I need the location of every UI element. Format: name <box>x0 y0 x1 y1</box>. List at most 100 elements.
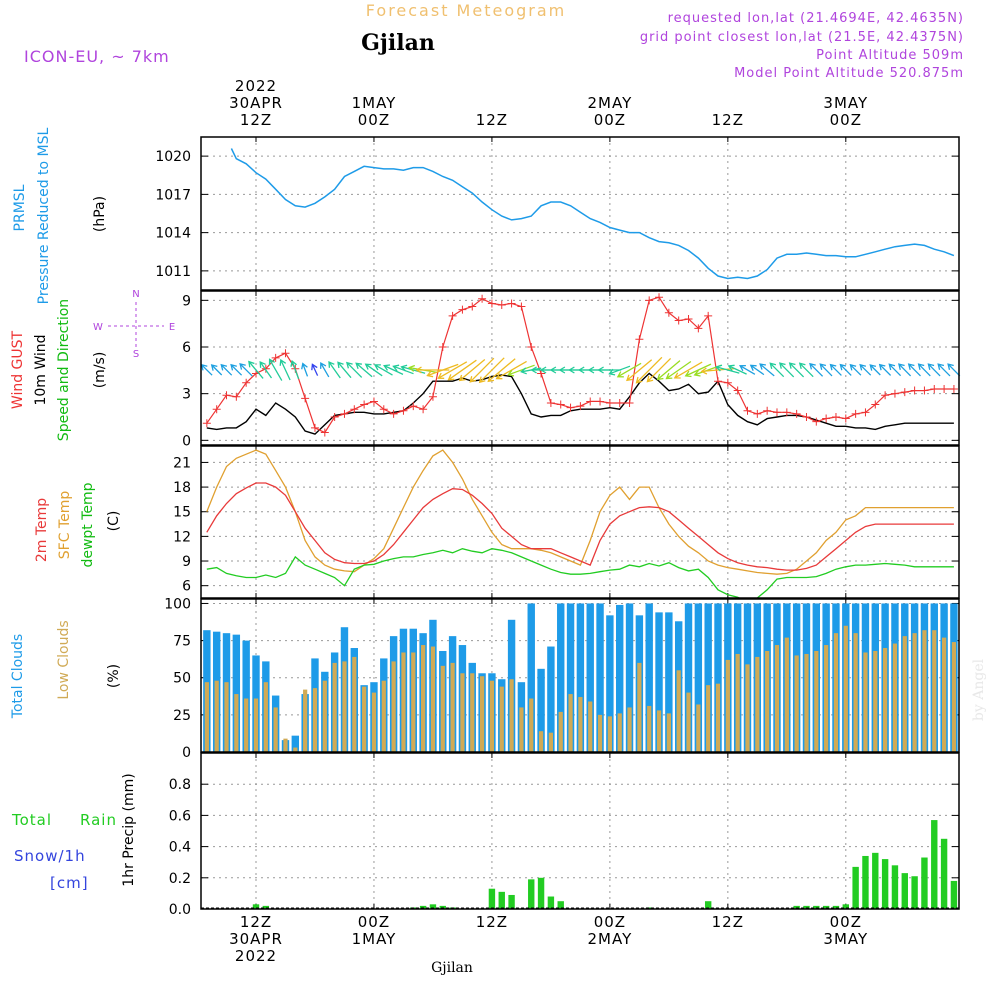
temperature-frame <box>200 445 960 599</box>
wind-gust-marker <box>694 324 703 333</box>
low-clouds-bar <box>784 637 789 752</box>
wind-gust-marker <box>664 308 673 317</box>
compass-w: W <box>93 322 103 333</box>
wind-direction-arrow <box>700 367 735 375</box>
wind-direction-arrow <box>392 364 414 375</box>
low-clouds-bar <box>902 636 907 752</box>
low-clouds-bar <box>873 650 878 752</box>
total-clouds-bar <box>557 603 565 752</box>
temp-unit-label: (C) <box>106 511 122 532</box>
sfc-temp-label: SFC Temp <box>57 491 73 560</box>
wind-direction-arrow <box>859 363 872 376</box>
low-clouds-bar <box>706 685 711 752</box>
chart-plot-layer: 1011 1014 1017 1020 0 3 6 9 6 9 12 15 18 21 0 25 50 75 100… <box>155 77 961 965</box>
wind-gust-marker <box>448 311 457 320</box>
low-clouds-bar <box>715 683 721 752</box>
pressure-unit-label: (hPa) <box>92 196 108 232</box>
low-clouds-bar <box>922 630 927 752</box>
low-clouds-bar <box>627 707 632 752</box>
low-clouds-bar <box>588 701 593 752</box>
wind-gust-marker <box>507 299 516 308</box>
wind-gust-marker <box>369 397 378 406</box>
low-clouds-bar <box>460 673 465 752</box>
precip-ytick-label: 0.8 <box>169 777 191 793</box>
low-clouds-bar <box>617 713 622 752</box>
low-clouds-bar <box>647 705 652 752</box>
pressure-ytick-label: 1011 <box>155 264 191 280</box>
wind-gust-marker <box>881 391 890 400</box>
low-clouds-bar <box>430 646 436 752</box>
location-title: Gjilan <box>361 30 435 56</box>
wind-panel: 0 3 6 9 <box>182 290 961 449</box>
wind-direction-arrow <box>301 362 309 377</box>
rain-bar <box>508 894 515 909</box>
wind-direction-arrow <box>656 360 681 381</box>
wind-gust-marker <box>802 413 811 421</box>
wind-gust-marker <box>497 301 506 309</box>
wind-10m-label: 10m Wind <box>33 334 49 405</box>
wind-gust-marker <box>920 386 929 395</box>
wind-direction-arrow <box>447 359 477 381</box>
low-clouds-bar <box>470 673 475 752</box>
wind-gust-marker <box>772 408 781 417</box>
wind-gust-marker <box>704 311 713 320</box>
wind-gust-marker <box>949 385 958 393</box>
low-clouds-bar <box>371 692 377 752</box>
wind-direction-arrow <box>798 362 814 378</box>
low-clouds-bar <box>312 688 318 752</box>
low-clouds-bar <box>794 655 799 752</box>
wind-gust-marker <box>792 409 801 418</box>
total-clouds-bar <box>655 612 663 752</box>
total-clouds-bar <box>527 603 535 752</box>
wind-gust-marker <box>271 353 280 362</box>
rain-bar <box>950 880 958 909</box>
rain-bar <box>921 857 928 909</box>
temperature-ytick-label: 9 <box>182 554 191 570</box>
wind-gust-marker <box>537 369 546 378</box>
total-clouds-bar <box>625 603 634 752</box>
point-altitude: Point Altitude 509m <box>816 48 964 63</box>
clouds-frame <box>200 598 960 753</box>
wind-direction-arrow <box>739 364 756 375</box>
rain-bar <box>822 905 830 909</box>
wind-gust-marker <box>546 399 555 407</box>
bottom-time-label: 00Z <box>358 913 390 931</box>
temperature-ytick-label: 12 <box>173 529 191 545</box>
wind-gust-marker <box>596 397 605 406</box>
bottom-time-label: 12Z <box>712 913 744 931</box>
wind-gust-marker <box>822 414 831 423</box>
wind-gust-label: Wind GUST <box>10 330 26 409</box>
sfc-temp-line <box>206 449 954 575</box>
bottom-time-label: 12Z <box>240 913 272 931</box>
wind-ytick-label: 0 <box>182 433 191 449</box>
low-clouds-bar <box>951 642 957 752</box>
temperature-panel: 6 9 12 15 18 21 <box>173 445 960 599</box>
low-clouds-bar <box>696 704 701 752</box>
total-clouds-bar <box>714 603 722 752</box>
total-clouds-bar <box>704 603 712 752</box>
wind-direction-arrow <box>839 363 852 376</box>
wind-direction-arrow <box>437 361 468 379</box>
wind-gust-marker <box>212 405 221 414</box>
total-clouds-bar <box>242 640 250 752</box>
low-clouds-bar <box>421 645 426 752</box>
meteogram-subtitle: Forecast Meteogram <box>366 1 566 20</box>
rain-bar <box>931 820 938 909</box>
wind-ytick-label: 6 <box>182 340 191 356</box>
low-clouds-bar <box>263 682 268 752</box>
wind-gust-marker <box>468 302 477 311</box>
rain-bar <box>419 905 427 909</box>
bottom-time-label: 3MAY <box>823 930 868 948</box>
wind-gust-marker <box>753 409 762 418</box>
wind-ytick-label: 9 <box>182 293 191 309</box>
top-time-label: 00Z <box>594 111 626 129</box>
pressure-ytick-label: 1020 <box>155 149 191 165</box>
wind-direction-arrow <box>230 363 243 376</box>
wind-gust-marker <box>301 394 310 403</box>
low-clouds-bar <box>755 656 760 752</box>
rain-bar <box>862 855 869 909</box>
rain-bar <box>488 888 496 909</box>
total-clouds-bar <box>596 603 604 752</box>
wind-direction-arrow <box>328 360 341 379</box>
